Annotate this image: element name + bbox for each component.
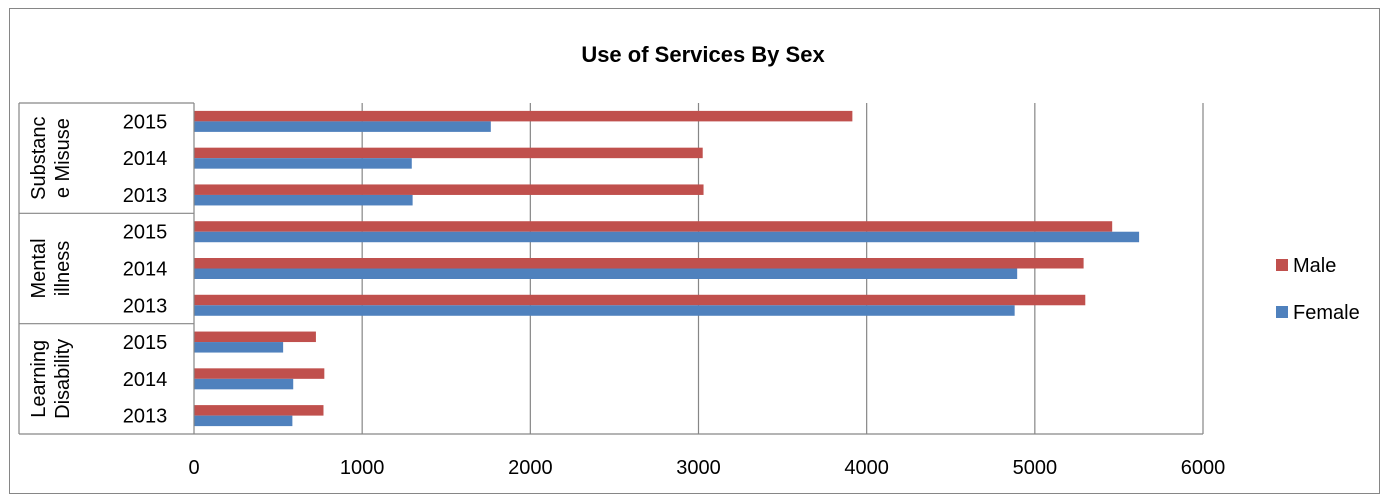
y-category-label: 2015 bbox=[123, 222, 168, 244]
legend-label-male: Male bbox=[1293, 255, 1336, 277]
bar-female bbox=[194, 415, 293, 427]
legend-swatch-female bbox=[1276, 306, 1288, 318]
x-tick-label: 0 bbox=[188, 457, 199, 479]
y-category-label: 2013 bbox=[123, 295, 168, 317]
y-category-label: 2013 bbox=[123, 406, 168, 428]
y-category-label: 2014 bbox=[123, 148, 168, 170]
bar-male bbox=[194, 258, 1084, 269]
bar-female bbox=[194, 342, 284, 353]
x-tick-label: 5000 bbox=[1013, 457, 1058, 479]
bar-male bbox=[194, 221, 1113, 232]
bar-male bbox=[194, 294, 1086, 306]
bar-male bbox=[194, 110, 853, 122]
legend: Male Female bbox=[1276, 255, 1360, 324]
bar-female bbox=[194, 378, 294, 390]
bars bbox=[194, 110, 1140, 427]
bar-male bbox=[194, 331, 316, 343]
chart-title: Use of Services By Sex bbox=[581, 42, 825, 67]
x-tick-label: 2000 bbox=[508, 457, 553, 479]
bar-female bbox=[194, 268, 1018, 279]
y-category-label: 2014 bbox=[123, 369, 168, 391]
bar-male bbox=[194, 405, 324, 416]
bar-male bbox=[194, 368, 325, 379]
legend-label-female: Female bbox=[1293, 302, 1360, 324]
y-category-label: 2015 bbox=[123, 111, 168, 133]
y-category-label: 2014 bbox=[123, 259, 168, 281]
bar-female bbox=[194, 121, 491, 132]
y-category-label: 2015 bbox=[123, 332, 168, 354]
bar-female bbox=[194, 231, 1140, 243]
bar-female bbox=[194, 305, 1015, 316]
group-label: Substanc e Misuse bbox=[28, 116, 74, 199]
bar-female bbox=[194, 194, 413, 206]
bar-female bbox=[194, 158, 412, 169]
bar-male bbox=[194, 184, 704, 195]
x-tick-label: 6000 bbox=[1181, 457, 1226, 479]
x-tick-label: 3000 bbox=[676, 457, 721, 479]
legend-swatch-male bbox=[1276, 259, 1288, 271]
bar-male bbox=[194, 147, 703, 159]
group-label: Learning Disability bbox=[28, 339, 74, 419]
x-tick-label: 4000 bbox=[844, 457, 889, 479]
group-label: Mental illness bbox=[28, 238, 74, 298]
y-category-label: 2013 bbox=[123, 185, 168, 207]
x-tick-label: 1000 bbox=[340, 457, 385, 479]
axes: 0 1000 2000 3000 4000 5000 6000 2013 2014 2015 Lea… bbox=[18, 102, 1226, 479]
